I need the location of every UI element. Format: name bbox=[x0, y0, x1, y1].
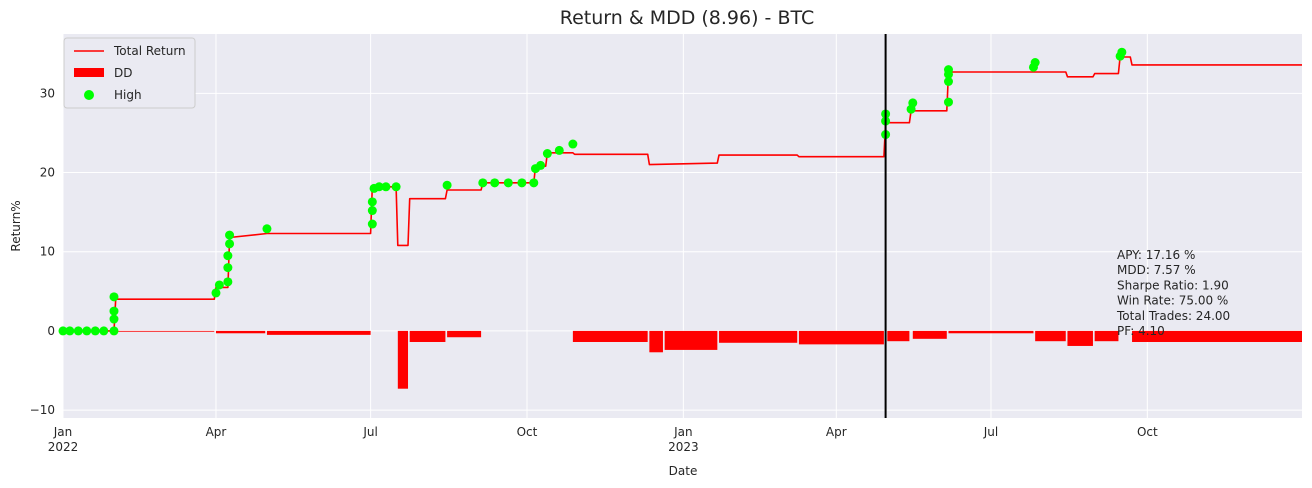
x-tick-sublabel: 2023 bbox=[668, 440, 699, 454]
y-tick-label: 0 bbox=[47, 324, 55, 338]
y-tick-label: 30 bbox=[40, 86, 55, 100]
high-point bbox=[391, 182, 401, 192]
y-axis-ticks: −10 0 10 20 30 bbox=[30, 86, 55, 417]
high-point bbox=[82, 326, 92, 336]
high-point bbox=[542, 149, 552, 159]
plot-area bbox=[58, 34, 1302, 418]
drawdown-bar bbox=[1035, 330, 1066, 342]
high-point bbox=[109, 326, 119, 336]
high-point bbox=[223, 251, 233, 261]
high-point bbox=[225, 230, 235, 240]
drawdown-bar bbox=[719, 330, 798, 343]
stats-line: Win Rate: 75.00 % bbox=[1117, 294, 1228, 308]
legend-swatch-dd bbox=[74, 68, 104, 77]
high-point bbox=[536, 160, 546, 170]
high-point bbox=[908, 98, 918, 108]
high-point bbox=[517, 178, 527, 188]
drawdown-bar bbox=[397, 330, 409, 389]
high-point bbox=[381, 182, 391, 192]
drawdown-bar bbox=[649, 330, 663, 353]
x-tick-label: Jul bbox=[983, 425, 998, 439]
stats-line: PF: 4.10 bbox=[1117, 324, 1165, 338]
drawdown-bar bbox=[948, 330, 1034, 334]
drawdown-bar bbox=[798, 330, 884, 345]
high-point bbox=[73, 326, 83, 336]
drawdown-bar bbox=[266, 330, 371, 335]
high-point bbox=[1030, 58, 1040, 68]
x-tick-label: Oct bbox=[517, 425, 538, 439]
high-point bbox=[90, 326, 100, 336]
drawdown-bar bbox=[912, 330, 947, 339]
high-point bbox=[223, 277, 233, 287]
legend-swatch-high bbox=[84, 90, 94, 100]
high-point bbox=[554, 145, 564, 155]
high-point bbox=[367, 206, 377, 216]
drawdown-bar bbox=[215, 330, 266, 334]
high-point bbox=[65, 326, 75, 336]
x-tick-sublabel: 2022 bbox=[48, 440, 79, 454]
high-point bbox=[99, 326, 109, 336]
high-point bbox=[225, 239, 235, 249]
drawdown-bar bbox=[1132, 330, 1302, 342]
legend-label-total-return: Total Return bbox=[113, 44, 186, 58]
legend-box bbox=[63, 37, 196, 109]
x-tick-label: Jan bbox=[53, 425, 73, 439]
high-point bbox=[1117, 47, 1127, 57]
high-point bbox=[109, 292, 119, 302]
high-point bbox=[109, 306, 119, 316]
stats-line: APY: 17.16 % bbox=[1117, 248, 1195, 262]
high-point bbox=[478, 178, 488, 188]
x-tick-label: Jan bbox=[673, 425, 693, 439]
drawdown-bar bbox=[1067, 330, 1093, 346]
high-series bbox=[58, 47, 1127, 336]
high-point bbox=[58, 326, 68, 336]
x-tick-label: Jul bbox=[362, 425, 377, 439]
high-point bbox=[490, 178, 500, 188]
legend: Total Return DD High bbox=[63, 37, 196, 109]
drawdown-bar bbox=[447, 330, 482, 338]
high-point bbox=[211, 288, 221, 298]
drawdown-bar bbox=[887, 330, 910, 342]
x-tick-label: Apr bbox=[206, 425, 227, 439]
legend-label-dd: DD bbox=[114, 66, 132, 80]
high-point bbox=[214, 280, 224, 290]
y-tick-label: 10 bbox=[40, 245, 55, 259]
total-return-series bbox=[63, 56, 1302, 332]
high-point bbox=[223, 263, 233, 273]
high-point bbox=[442, 180, 452, 190]
high-point bbox=[568, 139, 578, 149]
drawdown-bar bbox=[409, 330, 446, 342]
x-tick-label: Apr bbox=[826, 425, 847, 439]
high-point bbox=[374, 182, 384, 192]
total-return-line bbox=[63, 56, 1302, 332]
high-point bbox=[109, 314, 119, 324]
x-tick-label: Oct bbox=[1137, 425, 1158, 439]
high-point bbox=[262, 224, 272, 234]
drawdown-bar bbox=[1094, 330, 1119, 342]
stats-line: Total Trades: 24.00 bbox=[1116, 309, 1230, 323]
high-point bbox=[943, 65, 953, 75]
high-point bbox=[367, 197, 377, 207]
stats-annotation: APY: 17.16 %MDD: 7.57 %Sharpe Ratio: 1.9… bbox=[1116, 248, 1230, 338]
high-point bbox=[943, 77, 953, 87]
legend-label-high: High bbox=[114, 88, 142, 102]
high-point bbox=[367, 219, 377, 229]
high-point bbox=[529, 178, 539, 188]
plot-background bbox=[63, 34, 1302, 418]
x-axis-label: Date bbox=[669, 464, 698, 478]
drawdown-series bbox=[115, 330, 1302, 389]
stats-line: MDD: 7.57 % bbox=[1117, 263, 1196, 277]
y-axis-label: Return% bbox=[9, 200, 23, 251]
y-tick-label: 20 bbox=[40, 166, 55, 180]
drawdown-bar bbox=[572, 330, 648, 342]
drawdown-bar bbox=[664, 330, 718, 350]
high-point bbox=[943, 97, 953, 107]
stats-line: Sharpe Ratio: 1.90 bbox=[1117, 278, 1229, 292]
drawdown-bar bbox=[115, 330, 215, 332]
y-tick-label: −10 bbox=[30, 403, 55, 417]
chart-title: Return & MDD (8.96) - BTC bbox=[560, 7, 815, 29]
high-point bbox=[503, 178, 513, 188]
